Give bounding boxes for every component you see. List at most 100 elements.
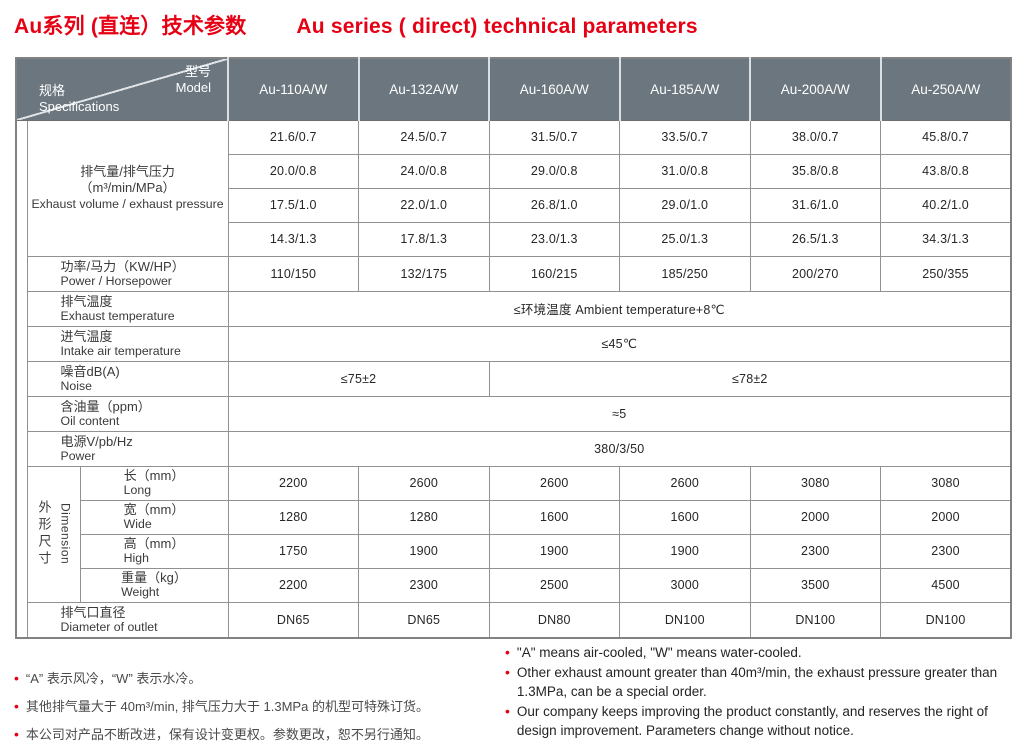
spec-label-exhaust-temp: 排气温度 Exhaust temperature — [26, 290, 229, 327]
spec-label-zh: 排气温度 — [60, 293, 113, 309]
footnote-item: • Our company keeps improving the produc… — [505, 702, 1013, 741]
value-cell: 21.6/0.7 — [227, 119, 360, 155]
spec-label-en: Exhaust volume / exhaust pressure — [31, 197, 224, 211]
model-header: Au-185A/W — [618, 58, 751, 121]
value-cell-merged: 380/3/50 — [227, 430, 1012, 467]
value-cell: 1280 — [227, 499, 360, 535]
bullet-icon: • — [505, 663, 510, 680]
spec-label-long: 长（mm） Long — [79, 465, 229, 501]
value-cell: 1280 — [358, 499, 490, 535]
spec-label-en: Noise — [60, 378, 92, 393]
table-row: 进气温度 Intake air temperature ≤45℃ — [16, 325, 1012, 362]
value-cell: 34.3/1.3 — [880, 221, 1012, 257]
value-cell: 185/250 — [619, 255, 751, 292]
spec-label-zh: 重量（kg） — [121, 570, 187, 585]
value-cell: 29.0/0.8 — [488, 153, 621, 189]
value-cell: DN80 — [488, 601, 621, 638]
value-cell: 4500 — [880, 567, 1012, 603]
value-cell: 33.5/0.7 — [619, 119, 751, 155]
spec-label-dimension: 外形尺寸 Dimension — [26, 465, 81, 603]
spec-label-zh: 长（mm） — [123, 468, 185, 483]
corner-spec-label: 规格 Specifications — [39, 83, 119, 115]
corner-model-en: Model — [175, 80, 212, 95]
spec-label-en: Weight — [121, 585, 160, 599]
value-cell: 110/150 — [227, 255, 360, 292]
value-cell: 200/270 — [749, 255, 882, 292]
value-cell: 1900 — [488, 533, 621, 569]
table-row: 20.0/0.8 24.0/0.8 29.0/0.8 31.0/0.8 35.8… — [16, 153, 1012, 189]
model-header: Au-250A/W — [879, 58, 1012, 121]
corner-spec-zh: 规格 — [39, 82, 66, 98]
spec-label-zh: 排气量/排气压力 — [80, 164, 175, 179]
value-cell: DN100 — [749, 601, 882, 638]
value-cell-merged: ≤环境温度 Ambient temperature+8℃ — [227, 290, 1012, 327]
corner-model-zh: 型号 — [185, 64, 212, 79]
spec-label-en: Power / Horsepower — [60, 273, 172, 288]
spec-label-high: 高（mm） High — [79, 533, 229, 569]
spec-label-power-supply: 电源V/pb/Hz Power — [26, 430, 229, 467]
corner-header-cell: 型号 Model 规格 Specifications — [16, 58, 229, 121]
value-cell: 3000 — [619, 567, 751, 603]
value-cell: 3080 — [749, 465, 882, 501]
spec-label-wide: 宽（mm） Wide — [79, 499, 229, 535]
value-cell-merged: ≤45℃ — [227, 325, 1012, 362]
value-cell: 3500 — [749, 567, 882, 603]
spec-label-zh: 宽（mm） — [123, 502, 185, 517]
value-cell: 17.5/1.0 — [227, 187, 360, 223]
page-title-en: Au series ( direct) technical parameters — [296, 15, 698, 38]
spec-label-exhaust: 排气量/排气压力 （m³/min/MPa） Exhaust volume / e… — [26, 119, 229, 257]
value-cell: 1600 — [488, 499, 621, 535]
footnote-text: “A” 表示风冷，“W” 表示水冷。 — [25, 671, 202, 686]
spec-label-noise: 噪音dB(A) Noise — [26, 360, 229, 397]
value-cell: 2600 — [358, 465, 490, 501]
table-row: 含油量（ppm） Oil content ≈5 — [16, 395, 1012, 432]
bullet-icon: • — [505, 644, 510, 660]
spec-label-power: 功率/马力（KW/HP） Power / Horsepower — [26, 255, 229, 292]
value-cell: 24.0/0.8 — [358, 153, 490, 189]
value-cell: DN100 — [619, 601, 751, 638]
spec-label-zh: 高（mm） — [123, 536, 185, 551]
value-cell: 22.0/1.0 — [358, 187, 490, 223]
value-cell: 45.8/0.7 — [880, 119, 1012, 155]
footnotes-english: • "A" means air-cooled, "W" means water-… — [505, 643, 1013, 741]
value-cell: 43.8/0.8 — [880, 153, 1012, 189]
value-cell: 160/215 — [488, 255, 621, 292]
table-row: 17.5/1.0 22.0/1.0 26.8/1.0 29.0/1.0 31.6… — [16, 187, 1012, 223]
spec-label-en: Exhaust temperature — [60, 308, 175, 323]
spec-label-en: Long — [123, 483, 152, 497]
table-row: 电源V/pb/Hz Power 380/3/50 — [16, 430, 1012, 467]
value-cell: 1750 — [227, 533, 360, 569]
value-cell: 2300 — [749, 533, 882, 569]
value-cell: 38.0/0.7 — [749, 119, 882, 155]
footnote-item: • “A” 表示风冷，“W” 表示水冷。 — [14, 670, 492, 687]
bullet-icon: • — [14, 698, 19, 714]
table-row: 噪音dB(A) Noise ≤75±2 ≤78±2 — [16, 360, 1012, 397]
model-header: Au-160A/W — [488, 58, 620, 121]
spec-label-oil: 含油量（ppm） Oil content — [26, 395, 229, 432]
value-cell: 26.5/1.3 — [749, 221, 882, 257]
spec-label-en: High — [123, 551, 149, 565]
corner-spec-en: Specifications — [39, 98, 120, 114]
value-cell: 25.0/1.3 — [619, 221, 751, 257]
table-row: 14.3/1.3 17.8/1.3 23.0/1.3 25.0/1.3 26.5… — [16, 221, 1012, 257]
table-row: 高（mm） High 1750 1900 1900 1900 2300 2300 — [16, 533, 1012, 569]
spec-label-zh: 含油量（ppm） — [60, 398, 151, 414]
value-cell: 20.0/0.8 — [227, 153, 360, 189]
left-strip-cell — [15, 119, 28, 638]
value-cell: 14.3/1.3 — [227, 221, 360, 257]
technical-parameters-table: 型号 Model 规格 Specifications Au-110A/W Au-… — [15, 57, 1013, 639]
value-cell: DN100 — [880, 601, 1012, 638]
value-cell: 1600 — [619, 499, 751, 535]
table-row: 功率/马力（KW/HP） Power / Horsepower 110/150 … — [16, 255, 1012, 292]
table-row: 重量（kg） Weight 2200 2300 2500 3000 3500 4… — [16, 567, 1012, 603]
value-cell: 2200 — [227, 567, 360, 603]
spec-label-unit: （m³/min/MPa） — [79, 180, 176, 195]
spec-label-intake-temp: 进气温度 Intake air temperature — [26, 325, 229, 362]
table-row: 排气口直径 Diameter of outlet DN65 DN65 DN80 … — [16, 601, 1012, 638]
value-cell: 2300 — [880, 533, 1012, 569]
spec-label-en: Diameter of outlet — [60, 619, 158, 634]
spec-label-zh: 排气口直径 — [60, 604, 126, 620]
footnotes-chinese: • “A” 表示风冷，“W” 表示水冷。 • 其他排气量大于 40m³/min,… — [14, 670, 492, 749]
spec-label-en: Power — [60, 448, 96, 463]
value-cell: 17.8/1.3 — [358, 221, 490, 257]
